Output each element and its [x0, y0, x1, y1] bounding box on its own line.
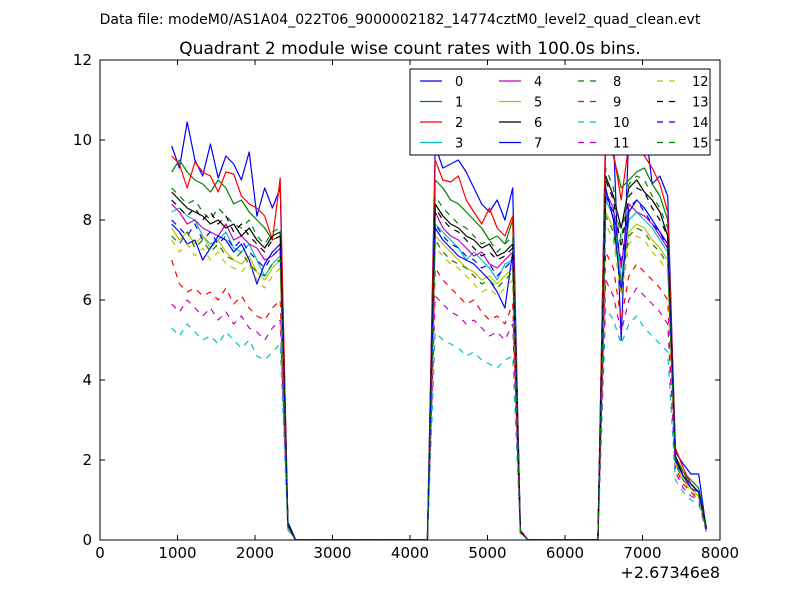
x-offset-label: +2.67346e8	[620, 563, 720, 582]
x-tick-label: 8000	[701, 544, 739, 562]
y-tick-label: 8	[82, 211, 92, 229]
chart-title: Quadrant 2 module wise count rates with …	[179, 39, 640, 59]
legend-label-6: 6	[534, 116, 542, 131]
x-tick-label: 7000	[623, 544, 661, 562]
axes-frame	[99, 59, 721, 541]
series-line-1	[171, 143, 707, 540]
axis-ticks: 0 1000 2000 3000 4000 5000 6000 7000 80000246810…	[73, 51, 739, 562]
legend-label-11: 11	[613, 137, 630, 152]
series-line-6	[171, 175, 707, 540]
legend-label-1: 1	[455, 96, 463, 111]
x-tick-label: 4000	[391, 544, 429, 562]
legend-label-8: 8	[613, 75, 621, 90]
series-line-8	[171, 167, 707, 540]
legend-label-2: 2	[455, 116, 463, 131]
legend-label-5: 5	[534, 96, 542, 111]
figure-suptitle: Data file: modeM0/AS1A04_022T06_90000021…	[100, 12, 701, 28]
x-tick-label: 0	[95, 544, 105, 562]
series-line-2	[171, 127, 707, 540]
series-line-15	[171, 215, 707, 540]
legend-label-7: 7	[534, 137, 542, 152]
y-tick-label: 12	[73, 51, 92, 69]
y-tick-label: 4	[82, 371, 92, 389]
series-line-10	[171, 307, 707, 540]
x-tick-label: 3000	[313, 544, 351, 562]
x-tick-label: 5000	[468, 544, 506, 562]
series-line-12	[171, 223, 707, 540]
series-line-4	[171, 191, 707, 540]
legend-label-15: 15	[692, 137, 709, 152]
x-tick-label: 1000	[158, 544, 196, 562]
y-tick-label: 2	[82, 451, 92, 469]
legend-label-3: 3	[455, 137, 463, 152]
legend-label-12: 12	[692, 75, 709, 90]
series-line-9	[171, 251, 707, 540]
legend-label-14: 14	[692, 116, 709, 131]
x-tick-label: 2000	[236, 544, 274, 562]
y-tick-label: 0	[82, 531, 92, 549]
series-layer	[171, 119, 707, 540]
y-tick-label: 10	[73, 131, 92, 149]
legend-label-4: 4	[534, 75, 542, 90]
series-line-14	[171, 195, 707, 540]
legend-label-9: 9	[613, 96, 621, 111]
x-tick-label: 6000	[546, 544, 584, 562]
series-line-3	[171, 199, 707, 540]
series-line-5	[171, 211, 707, 540]
legend-label-10: 10	[613, 116, 630, 131]
y-tick-label: 6	[82, 291, 92, 309]
legend-box	[409, 68, 711, 156]
legend-label-13: 13	[692, 96, 709, 111]
series-line-7	[171, 187, 707, 540]
legend-label-0: 0	[455, 75, 463, 90]
